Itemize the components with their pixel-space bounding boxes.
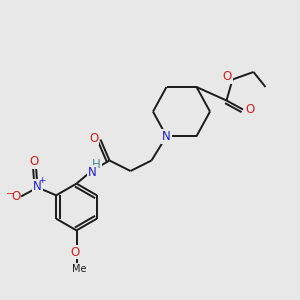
Text: N: N xyxy=(88,166,97,179)
Text: O: O xyxy=(245,103,254,116)
Text: O: O xyxy=(30,155,39,169)
Text: O: O xyxy=(89,131,98,145)
Text: O: O xyxy=(223,70,232,83)
Text: +: + xyxy=(38,176,46,185)
Text: H: H xyxy=(92,158,101,171)
Text: O: O xyxy=(11,190,20,203)
Text: Me: Me xyxy=(72,263,87,274)
Text: −: − xyxy=(6,188,15,199)
Text: O: O xyxy=(70,245,80,259)
Text: N: N xyxy=(162,130,171,143)
Text: N: N xyxy=(33,179,42,193)
